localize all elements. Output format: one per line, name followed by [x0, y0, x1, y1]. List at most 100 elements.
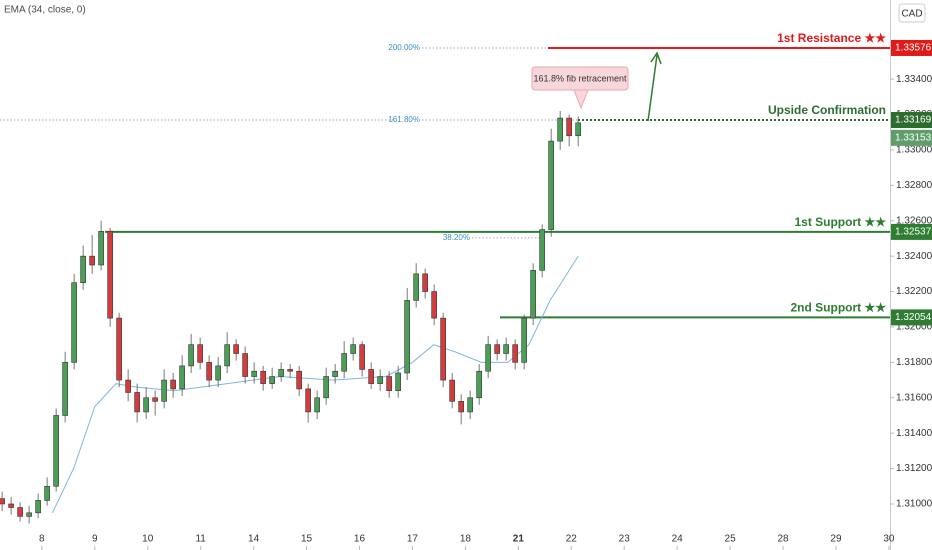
candle-body — [251, 370, 257, 377]
candle-body — [143, 397, 149, 413]
candle-body — [98, 231, 104, 266]
fib-label: 200.00% — [388, 43, 420, 52]
candle-body — [215, 365, 221, 381]
candle-body — [368, 369, 374, 384]
candle-body — [440, 317, 446, 381]
candle-body — [539, 229, 545, 271]
candle-body — [458, 401, 464, 413]
candle-body — [134, 392, 140, 413]
candle-body — [116, 317, 122, 381]
ema-line — [51, 255, 579, 514]
y-tick-label: 1.32200 — [896, 286, 932, 297]
candle-body — [485, 344, 491, 372]
candle-body — [170, 379, 176, 390]
candle-body — [359, 344, 365, 370]
fib-label: 38.20% — [443, 233, 470, 242]
candle-body — [575, 122, 581, 137]
candle-body — [26, 512, 32, 517]
candle-body — [296, 370, 302, 390]
x-tick-label: 29 — [830, 534, 842, 545]
arrow-head — [650, 51, 662, 65]
candle-body — [323, 376, 329, 399]
x-tick-label: 9 — [92, 534, 98, 545]
candle-body — [512, 344, 518, 363]
candle-body — [314, 397, 320, 413]
currency-label: CAD — [901, 9, 922, 20]
x-tick-label: 30 — [883, 534, 895, 545]
annotation-pointer — [573, 89, 589, 110]
candle-body — [269, 376, 275, 384]
candle-body — [476, 370, 482, 399]
price-tag-label: 1.33576 — [895, 43, 932, 54]
x-tick-label: 25 — [725, 534, 737, 545]
candle-body — [8, 503, 14, 508]
candle-body — [107, 231, 113, 319]
candle-body — [0, 498, 5, 505]
y-tick-label: 1.32000 — [896, 322, 932, 333]
candle-body — [260, 370, 266, 384]
candle-body — [80, 255, 86, 284]
candle-body — [224, 344, 230, 367]
y-tick-label: 1.31600 — [896, 392, 932, 403]
candle-body — [35, 500, 41, 514]
candle-body — [305, 388, 311, 413]
indicator-label: EMA (34, close, 0) — [4, 5, 86, 16]
x-tick-label: 23 — [619, 534, 631, 545]
candle-body — [449, 379, 455, 402]
candle-body — [125, 379, 131, 393]
candle-body — [44, 485, 50, 501]
y-tick-label: 1.31000 — [896, 499, 932, 510]
x-tick-label: 21 — [513, 534, 525, 545]
price-tag-label: 1.32054 — [895, 312, 932, 323]
x-tick-label: 17 — [407, 534, 419, 545]
candle-body — [89, 255, 95, 266]
plot-area: 1.31000 1.31200 1.31400 1.31600 1.31800 1.320… — [0, 31, 932, 550]
y-tick-label: 1.32400 — [896, 251, 932, 262]
arrow — [647, 54, 658, 122]
candle-body — [53, 415, 59, 487]
x-tick-label: 10 — [142, 534, 154, 545]
level-label: 2nd Support ★★ — [790, 301, 886, 315]
candle-body — [530, 270, 536, 319]
candle-body — [152, 397, 158, 402]
candle-body — [548, 140, 554, 230]
candle-body — [422, 273, 428, 292]
x-tick-label: 24 — [672, 534, 684, 545]
candle-body — [341, 353, 347, 372]
candle-body — [179, 365, 185, 390]
candle-body — [206, 362, 212, 381]
price-tag — [891, 223, 932, 240]
y-tick-label: 1.31200 — [896, 463, 932, 474]
candle-body — [467, 397, 473, 413]
candle-body — [494, 344, 500, 354]
x-tick-label: 8 — [39, 534, 45, 545]
candle-body — [287, 369, 293, 372]
candle-body — [161, 379, 167, 402]
x-tick-label: 28 — [777, 534, 789, 545]
candle-body — [431, 291, 437, 319]
y-tick-label: 1.33400 — [896, 74, 932, 85]
candle-body — [377, 376, 383, 384]
y-tick-label: 1.31800 — [896, 357, 932, 368]
candle-body — [557, 117, 563, 142]
y-tick-label: 1.32800 — [896, 180, 932, 191]
x-tick-label: 16 — [354, 534, 366, 545]
level-label: Upside Confirmation — [768, 103, 886, 117]
candle-body — [413, 273, 419, 301]
price-tag — [891, 39, 932, 56]
x-tick-label: 22 — [566, 534, 578, 545]
candle-body — [197, 344, 203, 363]
price-tag — [891, 112, 932, 129]
candle-body — [278, 369, 284, 377]
current-price-tag — [891, 129, 932, 146]
candle-body — [233, 344, 239, 354]
candle-body — [404, 300, 410, 374]
candle-body — [521, 317, 527, 363]
y-tick-label: 1.33000 — [896, 145, 932, 156]
currency-button[interactable] — [898, 3, 926, 23]
candle-body — [350, 344, 356, 354]
candle-body — [566, 117, 572, 137]
x-tick-label: 15 — [301, 534, 313, 545]
candle-body — [395, 372, 401, 391]
